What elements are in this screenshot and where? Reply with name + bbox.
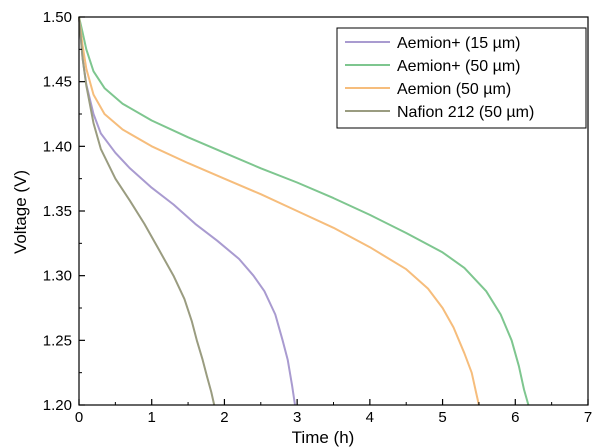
axes: 0 1 2 3 4 5 6 7 1.20 1.25 1.30 1.35 1.40 1.45 1.50 bbox=[43, 9, 592, 426]
x-tick-label: 1 bbox=[148, 409, 156, 426]
y-tick-label: 1.25 bbox=[43, 332, 72, 349]
x-tick-label: 2 bbox=[220, 409, 228, 426]
legend-label-4: Nafion 212 (50 µm) bbox=[397, 104, 534, 121]
x-axis-title: Time (h) bbox=[292, 428, 355, 447]
x-tick-label: 7 bbox=[584, 409, 592, 426]
x-tick-label: 6 bbox=[511, 409, 519, 426]
series-line-1 bbox=[78, 16, 296, 406]
series-line-3 bbox=[78, 16, 480, 406]
y-tick-label: 1.30 bbox=[43, 268, 72, 285]
y-axis-title: Voltage (V) bbox=[11, 170, 30, 254]
series-line-4 bbox=[78, 16, 216, 406]
series-lines bbox=[78, 16, 530, 406]
series-line-2 bbox=[78, 16, 530, 406]
y-tick-label: 1.20 bbox=[43, 397, 72, 414]
legend: Aemion+ (15 µm) Aemion+ (50 µm) Aemion (50… bbox=[336, 27, 587, 129]
legend-label-3: Aemion (50 µm) bbox=[397, 81, 511, 98]
x-tick-label: 0 bbox=[75, 409, 83, 426]
legend-label-2: Aemion+ (50 µm) bbox=[397, 58, 520, 75]
legend-label-1: Aemion+ (15 µm) bbox=[397, 35, 520, 52]
x-tick-label: 4 bbox=[366, 409, 374, 426]
x-tick-label: 5 bbox=[438, 409, 446, 426]
y-tick-label: 1.40 bbox=[43, 138, 72, 155]
y-tick-label: 1.35 bbox=[43, 203, 72, 220]
y-tick-label: 1.45 bbox=[43, 74, 72, 91]
x-tick-label: 3 bbox=[293, 409, 301, 426]
y-tick-label: 1.50 bbox=[43, 9, 72, 26]
